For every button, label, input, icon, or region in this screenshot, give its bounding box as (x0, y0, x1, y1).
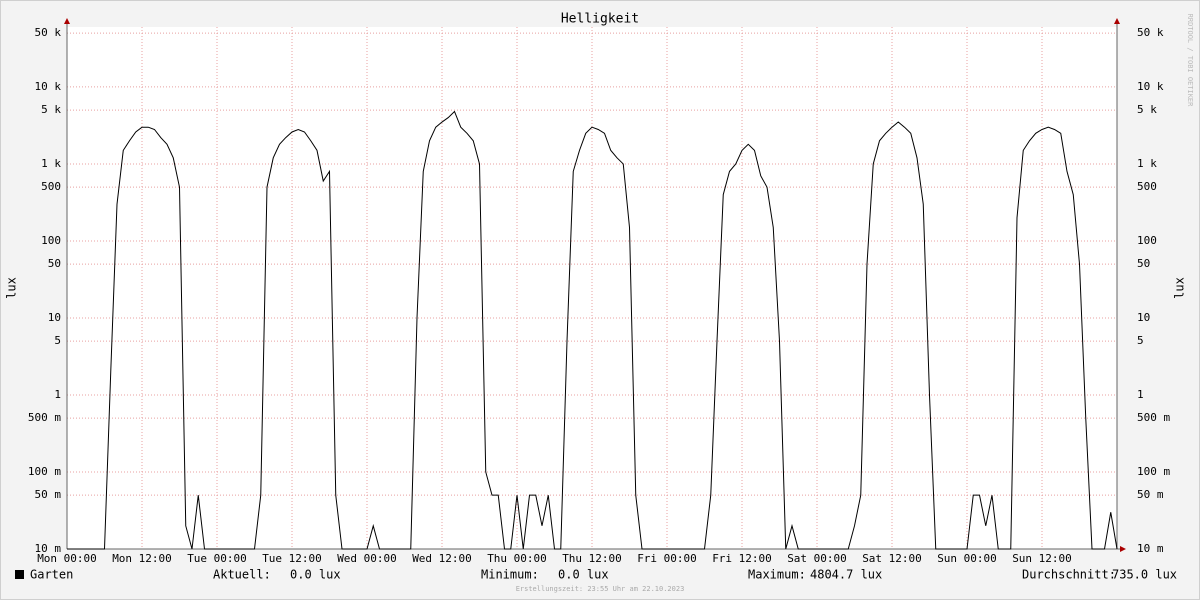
y-tick-label-right: 50 (1137, 257, 1150, 270)
stat-label: Minimum: (481, 568, 539, 582)
x-tick-label: Sat 00:00 (787, 552, 847, 565)
y-tick-label: 10 k (35, 80, 62, 93)
x-tick-label: Mon 00:00 (37, 552, 97, 565)
stat-value: 0.0 lux (558, 568, 609, 582)
y-tick-label: 100 (41, 234, 61, 247)
y-tick-label-right: 5 (1137, 334, 1144, 347)
chart-title: Helligkeit (561, 12, 639, 27)
y-tick-label-right: 1 k (1137, 157, 1157, 170)
stat-value: 4804.7 lux (810, 568, 882, 582)
data-line (67, 110, 1118, 550)
y-tick-label: 5 (54, 334, 61, 347)
y-tick-label: 50 (48, 257, 61, 270)
x-tick-label: Mon 12:00 (112, 552, 172, 565)
y-tick-label-right: 500 m (1137, 411, 1170, 424)
y-tick-label: 10 m (35, 542, 62, 555)
watermark: RRDTOOL / TOBI OETIKER (1186, 14, 1194, 108)
y-tick-label: 10 (48, 311, 61, 324)
y-tick-label-right: 500 (1137, 180, 1157, 193)
x-tick-label: Sun 12:00 (1012, 552, 1072, 565)
y-tick-label-right: 10 k (1137, 80, 1164, 93)
x-tick-label: Fri 12:00 (712, 552, 772, 565)
x-tick-label: Sun 00:00 (937, 552, 997, 565)
y-tick-label-right: 50 k (1137, 26, 1164, 39)
y-tick-label-right: 5 k (1137, 103, 1157, 116)
y-tick-label-right: 10 (1137, 311, 1150, 324)
x-tick-label: Sat 12:00 (862, 552, 922, 565)
y-tick-label-right: 100 m (1137, 465, 1170, 478)
stat-label: Maximum: (748, 568, 806, 582)
y-tick-label: 5 k (41, 103, 61, 116)
y-tick-label: 100 m (28, 465, 61, 478)
legend-swatch (15, 570, 24, 579)
x-tick-label: Tue 00:00 (187, 552, 247, 565)
footer: Erstellungszeit: 23:55 Uhr am 22.10.2023 (516, 585, 685, 593)
x-tick-label: Thu 00:00 (487, 552, 547, 565)
stat-value: 735.0 lux (1112, 568, 1177, 582)
stat-label: Aktuell: (213, 568, 271, 582)
y-tick-label-right: 10 m (1137, 542, 1164, 555)
x-tick-label: Thu 12:00 (562, 552, 622, 565)
x-tick-label: Tue 12:00 (262, 552, 322, 565)
stat-label: Durchschnitt: (1022, 568, 1116, 582)
x-tick-label: Fri 00:00 (637, 552, 697, 565)
y-tick-label: 500 m (28, 411, 61, 424)
y-tick-label: 50 m (35, 488, 62, 501)
y-tick-label: 1 (54, 388, 61, 401)
axis-arrow (1114, 18, 1120, 24)
axis-arrow (1120, 546, 1126, 552)
x-tick-label: Wed 00:00 (337, 552, 397, 565)
y-tick-label: 500 (41, 180, 61, 193)
axis-arrow (64, 18, 70, 24)
y-tick-label: 50 k (35, 26, 62, 39)
y-axis-label: lux (5, 277, 19, 299)
legend-label: Garten (30, 568, 73, 582)
y-tick-label: 1 k (41, 157, 61, 170)
y-tick-label-right: 50 m (1137, 488, 1164, 501)
y-axis-label-right: lux (1173, 277, 1187, 299)
x-tick-label: Wed 12:00 (412, 552, 472, 565)
y-tick-label-right: 1 (1137, 388, 1144, 401)
y-tick-label-right: 100 (1137, 234, 1157, 247)
stat-value: 0.0 lux (290, 568, 341, 582)
